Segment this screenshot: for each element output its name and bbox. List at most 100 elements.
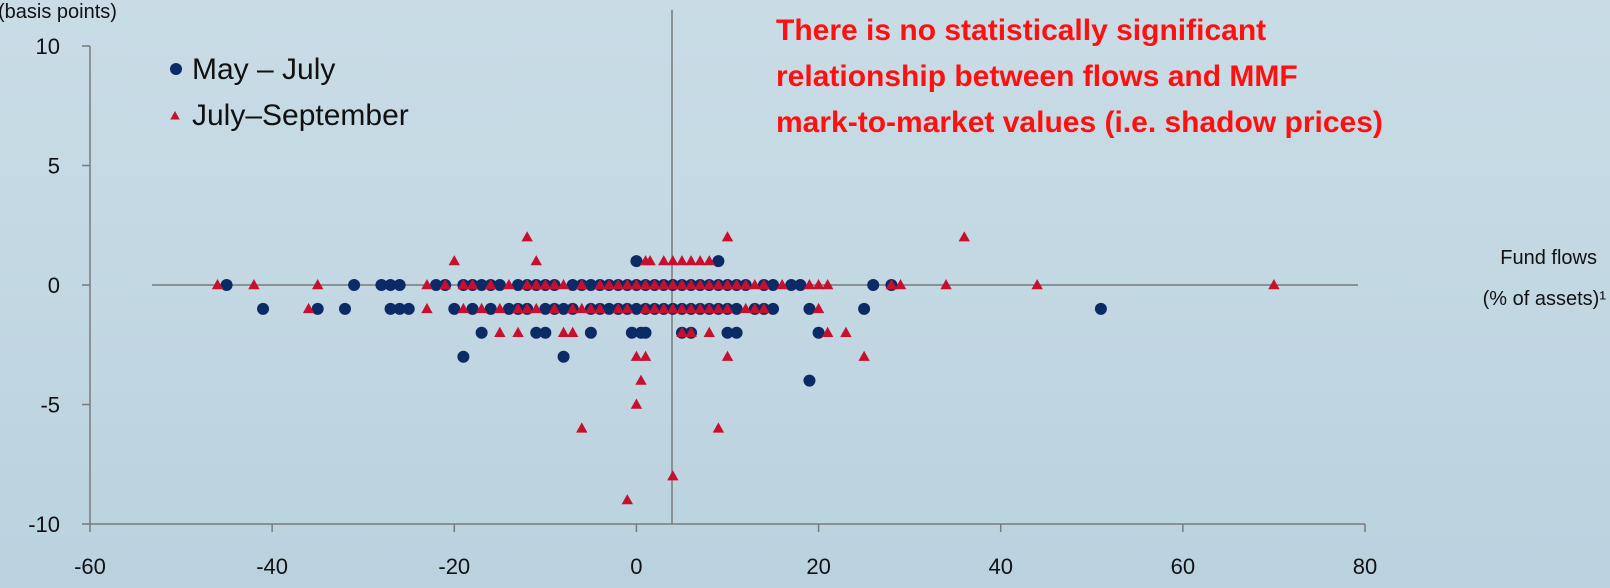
point-july-september bbox=[612, 279, 624, 290]
legend-marker-may-july bbox=[170, 63, 182, 75]
point-july-september bbox=[958, 231, 970, 242]
point-july-september bbox=[248, 279, 260, 290]
point-july-september bbox=[521, 302, 533, 314]
point-july-september bbox=[658, 279, 670, 290]
point-july-september bbox=[667, 255, 679, 266]
point-july-september bbox=[639, 350, 652, 361]
x-tick-label: -60 bbox=[74, 554, 106, 579]
y-tick-label: 10 bbox=[36, 34, 60, 59]
point-may-july bbox=[803, 302, 816, 315]
x-axis-label-line-2: (% of assets)¹ bbox=[1483, 288, 1607, 310]
point-july-september bbox=[667, 470, 679, 481]
point-july-september bbox=[621, 279, 634, 290]
point-july-september bbox=[658, 302, 670, 314]
point-july-september bbox=[721, 231, 734, 242]
point-july-september bbox=[630, 350, 643, 361]
point-july-september bbox=[311, 279, 324, 290]
x-tick-label: 80 bbox=[1353, 554, 1377, 579]
point-july-september bbox=[821, 326, 834, 337]
point-may-july bbox=[767, 302, 780, 315]
point-may-july bbox=[384, 279, 397, 291]
point-may-july bbox=[730, 302, 743, 315]
point-july-september bbox=[421, 279, 433, 290]
point-july-september bbox=[635, 374, 647, 385]
point-may-july bbox=[348, 279, 361, 291]
point-july-september bbox=[894, 279, 907, 290]
point-may-july bbox=[493, 279, 506, 291]
point-july-september bbox=[712, 279, 725, 290]
point-may-july bbox=[311, 302, 324, 315]
point-july-september bbox=[512, 302, 524, 314]
point-july-september bbox=[421, 302, 433, 314]
point-july-september bbox=[840, 326, 852, 337]
point-may-july bbox=[502, 302, 515, 315]
point-may-july bbox=[803, 374, 816, 387]
point-july-september bbox=[566, 326, 579, 337]
point-july-september bbox=[1268, 279, 1280, 290]
point-july-september bbox=[721, 350, 734, 361]
point-may-july bbox=[430, 279, 443, 291]
point-may-july bbox=[794, 279, 807, 291]
point-july-september bbox=[812, 302, 825, 314]
point-may-july bbox=[484, 302, 497, 315]
point-may-july bbox=[539, 302, 552, 315]
annotation: There is no statistically significant re… bbox=[776, 14, 1383, 139]
point-may-july bbox=[257, 302, 270, 315]
point-may-july bbox=[402, 302, 415, 315]
point-july-september bbox=[703, 326, 715, 337]
point-july-september bbox=[630, 279, 643, 290]
point-july-september bbox=[621, 494, 634, 505]
point-july-september bbox=[566, 302, 579, 314]
point-july-september bbox=[521, 279, 533, 290]
point-may-july bbox=[712, 255, 725, 268]
point-may-july bbox=[457, 350, 470, 363]
point-may-july bbox=[1094, 302, 1107, 315]
point-july-september bbox=[703, 302, 715, 314]
point-july-september bbox=[685, 326, 697, 337]
point-july-september bbox=[740, 279, 752, 290]
data-points bbox=[211, 231, 1280, 505]
y-tick-label: 5 bbox=[48, 154, 60, 179]
point-july-september bbox=[530, 279, 542, 290]
y-tick-label: 0 bbox=[48, 273, 60, 298]
annotation-line-1: There is no statistically significant bbox=[776, 14, 1266, 47]
point-july-september bbox=[676, 302, 688, 314]
point-july-september bbox=[621, 302, 634, 314]
annotation-line-2: relationship between flows and MMF bbox=[776, 60, 1298, 93]
point-july-september bbox=[644, 255, 656, 266]
x-tick-label: -20 bbox=[438, 554, 470, 579]
point-july-september bbox=[885, 279, 898, 290]
point-july-september bbox=[758, 302, 770, 314]
point-may-july bbox=[466, 302, 479, 315]
point-may-july bbox=[630, 255, 643, 268]
point-july-september bbox=[749, 279, 761, 290]
point-july-september bbox=[721, 279, 734, 290]
point-may-july bbox=[539, 326, 552, 339]
point-july-september bbox=[494, 326, 506, 337]
point-may-july bbox=[730, 326, 743, 339]
point-july-september bbox=[694, 255, 706, 266]
point-july-september bbox=[530, 255, 542, 266]
point-may-july bbox=[475, 326, 488, 339]
point-may-july bbox=[339, 302, 351, 315]
point-may-july bbox=[384, 302, 397, 315]
point-july-september bbox=[485, 279, 497, 290]
point-july-september bbox=[667, 279, 679, 290]
y-axis-label: (basis points) bbox=[0, 1, 117, 23]
point-july-september bbox=[812, 279, 825, 290]
x-axis-label-line-1: Fund flows bbox=[1500, 247, 1597, 269]
point-july-september bbox=[740, 302, 752, 314]
point-july-september bbox=[694, 279, 706, 290]
x-tick-label: 40 bbox=[988, 554, 1012, 579]
point-july-september bbox=[821, 279, 834, 290]
point-july-september bbox=[703, 279, 715, 290]
point-may-july bbox=[220, 279, 233, 291]
point-july-september bbox=[694, 302, 706, 314]
point-july-september bbox=[639, 279, 652, 290]
point-july-september bbox=[658, 255, 670, 266]
point-july-september bbox=[494, 302, 506, 314]
point-july-september bbox=[466, 279, 479, 290]
point-july-september bbox=[730, 279, 743, 290]
point-july-september bbox=[585, 302, 597, 314]
point-may-july bbox=[630, 302, 643, 315]
